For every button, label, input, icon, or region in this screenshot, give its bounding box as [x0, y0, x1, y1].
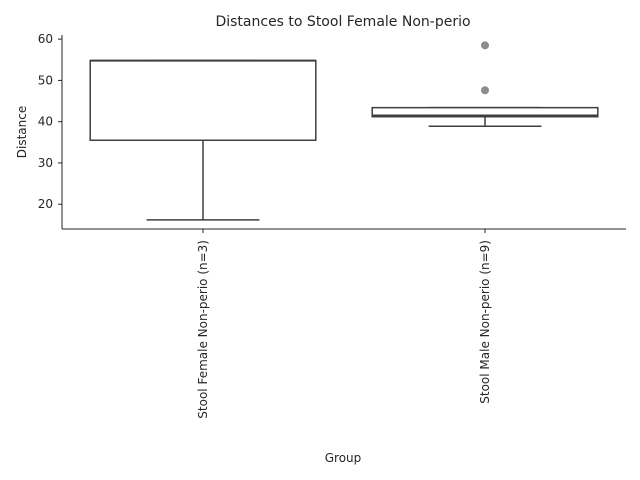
- box-group: [89, 59, 317, 221]
- y-ticks: 20 30 40 50 60: [38, 32, 62, 211]
- y-axis-label: Distance: [15, 106, 29, 158]
- outlier-point: [481, 41, 489, 50]
- chart-title: Distances to Stool Female Non-perio: [215, 14, 470, 30]
- x-tick-label: Stool Female Non-perio (n=3): [196, 240, 210, 419]
- y-tick-label: 40: [38, 115, 53, 129]
- outlier-point: [481, 86, 489, 95]
- box-iqr: [89, 59, 317, 142]
- box-group: [371, 41, 599, 127]
- axes: [61, 35, 626, 230]
- x-axis-label: Group: [325, 451, 362, 465]
- x-tick-label: Stool Male Non-perio (n=9): [478, 240, 492, 404]
- y-tick-label: 30: [38, 156, 53, 170]
- y-tick-label: 60: [38, 32, 53, 46]
- box-iqr: [371, 106, 599, 118]
- y-tick-label: 50: [38, 73, 53, 87]
- y-tick-label: 20: [38, 197, 53, 211]
- boxes: [89, 41, 599, 221]
- x-ticks: Stool Female Non-perio (n=3) Stool Male N…: [196, 229, 492, 419]
